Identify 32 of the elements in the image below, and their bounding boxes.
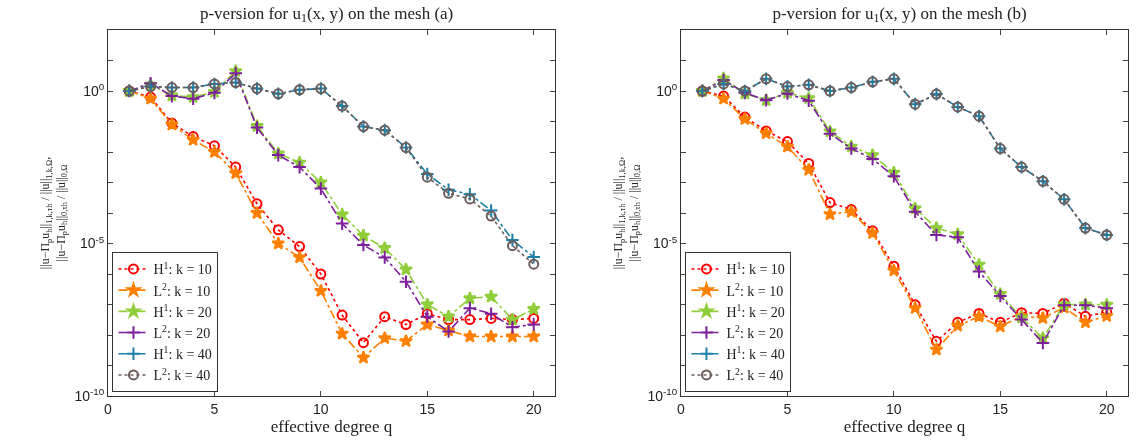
legend-label: H$^{1}$: k = 20	[153, 301, 212, 320]
y-tick-label: 10$^{0}$	[656, 81, 678, 99]
legend-label: L$^{2}$: k = 10	[153, 280, 211, 299]
x-axis-title: effective degree q	[270, 417, 393, 437]
x-tick-label: 5	[783, 400, 792, 417]
y-tick-label: 10$^{-10}$	[74, 386, 105, 404]
chart-title: p-version for u$_{1}$(x, y) on the mesh (a)	[199, 3, 454, 26]
x-tick-label: 15	[419, 400, 436, 417]
y-tick-label: 10$^{-5}$	[79, 233, 105, 252]
y-tick-label: 10$^{-10}$	[647, 386, 678, 404]
x-tick-label: 5	[210, 400, 219, 417]
x-tick-label: 10	[313, 400, 329, 417]
legend-label: H$^{1}$: k = 40	[153, 344, 212, 363]
x-tick-label: 10	[886, 400, 902, 417]
legend-label: H$^{1}$: k = 20	[726, 301, 785, 320]
legend-label: L$^{2}$: k = 40	[726, 365, 784, 384]
x-tick-label: 0	[104, 400, 113, 417]
chart-title: p-version for u$_{1}$(x, y) on the mesh (b)	[772, 3, 1027, 26]
x-tick-label: 20	[525, 400, 542, 417]
legend-label: L$^{2}$: k = 20	[726, 323, 784, 341]
x-tick-label: 0	[677, 400, 686, 417]
y-tick-label: 10$^{0}$	[83, 81, 105, 99]
legend-label: H$^{1}$: k = 40	[726, 344, 785, 363]
x-tick-label: 15	[992, 400, 1009, 417]
legend-label: H$^{1}$: k = 10	[153, 259, 212, 278]
y-tick-label: 10$^{-5}$	[652, 233, 678, 252]
x-axis-title: effective degree q	[843, 417, 966, 437]
legend-label: L$^{2}$: k = 40	[153, 365, 211, 384]
legend-label: H$^{1}$: k = 10	[726, 259, 785, 278]
legend-label: L$^{2}$: k = 20	[153, 323, 211, 341]
x-tick-label: 20	[1098, 400, 1115, 417]
legend-label: L$^{2}$: k = 10	[726, 280, 784, 299]
